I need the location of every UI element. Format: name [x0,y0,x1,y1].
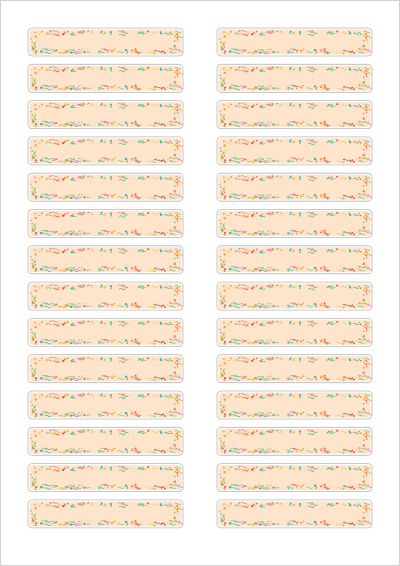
label [216,172,373,202]
label [27,100,184,129]
label-artwork [29,101,183,128]
label-artwork [218,29,372,56]
label [27,245,184,275]
label-artwork [29,29,183,56]
label-artwork [29,137,183,164]
label [216,499,373,529]
label [27,63,184,93]
label [27,499,184,529]
label [27,317,184,347]
label-artwork [29,500,183,527]
label [27,27,184,57]
label [216,63,373,93]
label-artwork [218,392,372,419]
label-artwork [218,464,372,491]
label [216,281,373,311]
label-artwork [29,65,183,92]
label-artwork [29,355,183,382]
label [216,100,373,129]
label-artwork [218,210,372,237]
label-artwork [29,174,183,201]
label-artwork [218,65,372,92]
label [216,136,373,166]
label-artwork [29,210,183,237]
label [27,390,184,420]
label-artwork [29,428,183,455]
label-artwork [218,246,372,273]
label [216,426,373,456]
label [27,172,184,202]
label-artwork [218,101,372,128]
label [216,317,373,347]
label-artwork [218,500,372,527]
label [27,426,184,456]
label [27,136,184,166]
label-artwork [218,428,372,455]
label [27,354,184,384]
label-artwork [218,283,372,310]
label-artwork [218,174,372,201]
label-artwork [218,355,372,382]
label [27,281,184,311]
label [27,463,184,493]
label-artwork [29,319,183,346]
label [216,354,373,384]
label-artwork [218,137,372,164]
label-artwork [29,246,183,273]
label [27,209,184,238]
label [216,209,373,238]
label [216,245,373,275]
label-artwork [29,464,183,491]
label-artwork [218,319,372,346]
label [216,390,373,420]
label-artwork [29,283,183,310]
label [216,463,373,493]
label [216,27,373,57]
label-artwork [29,392,183,419]
